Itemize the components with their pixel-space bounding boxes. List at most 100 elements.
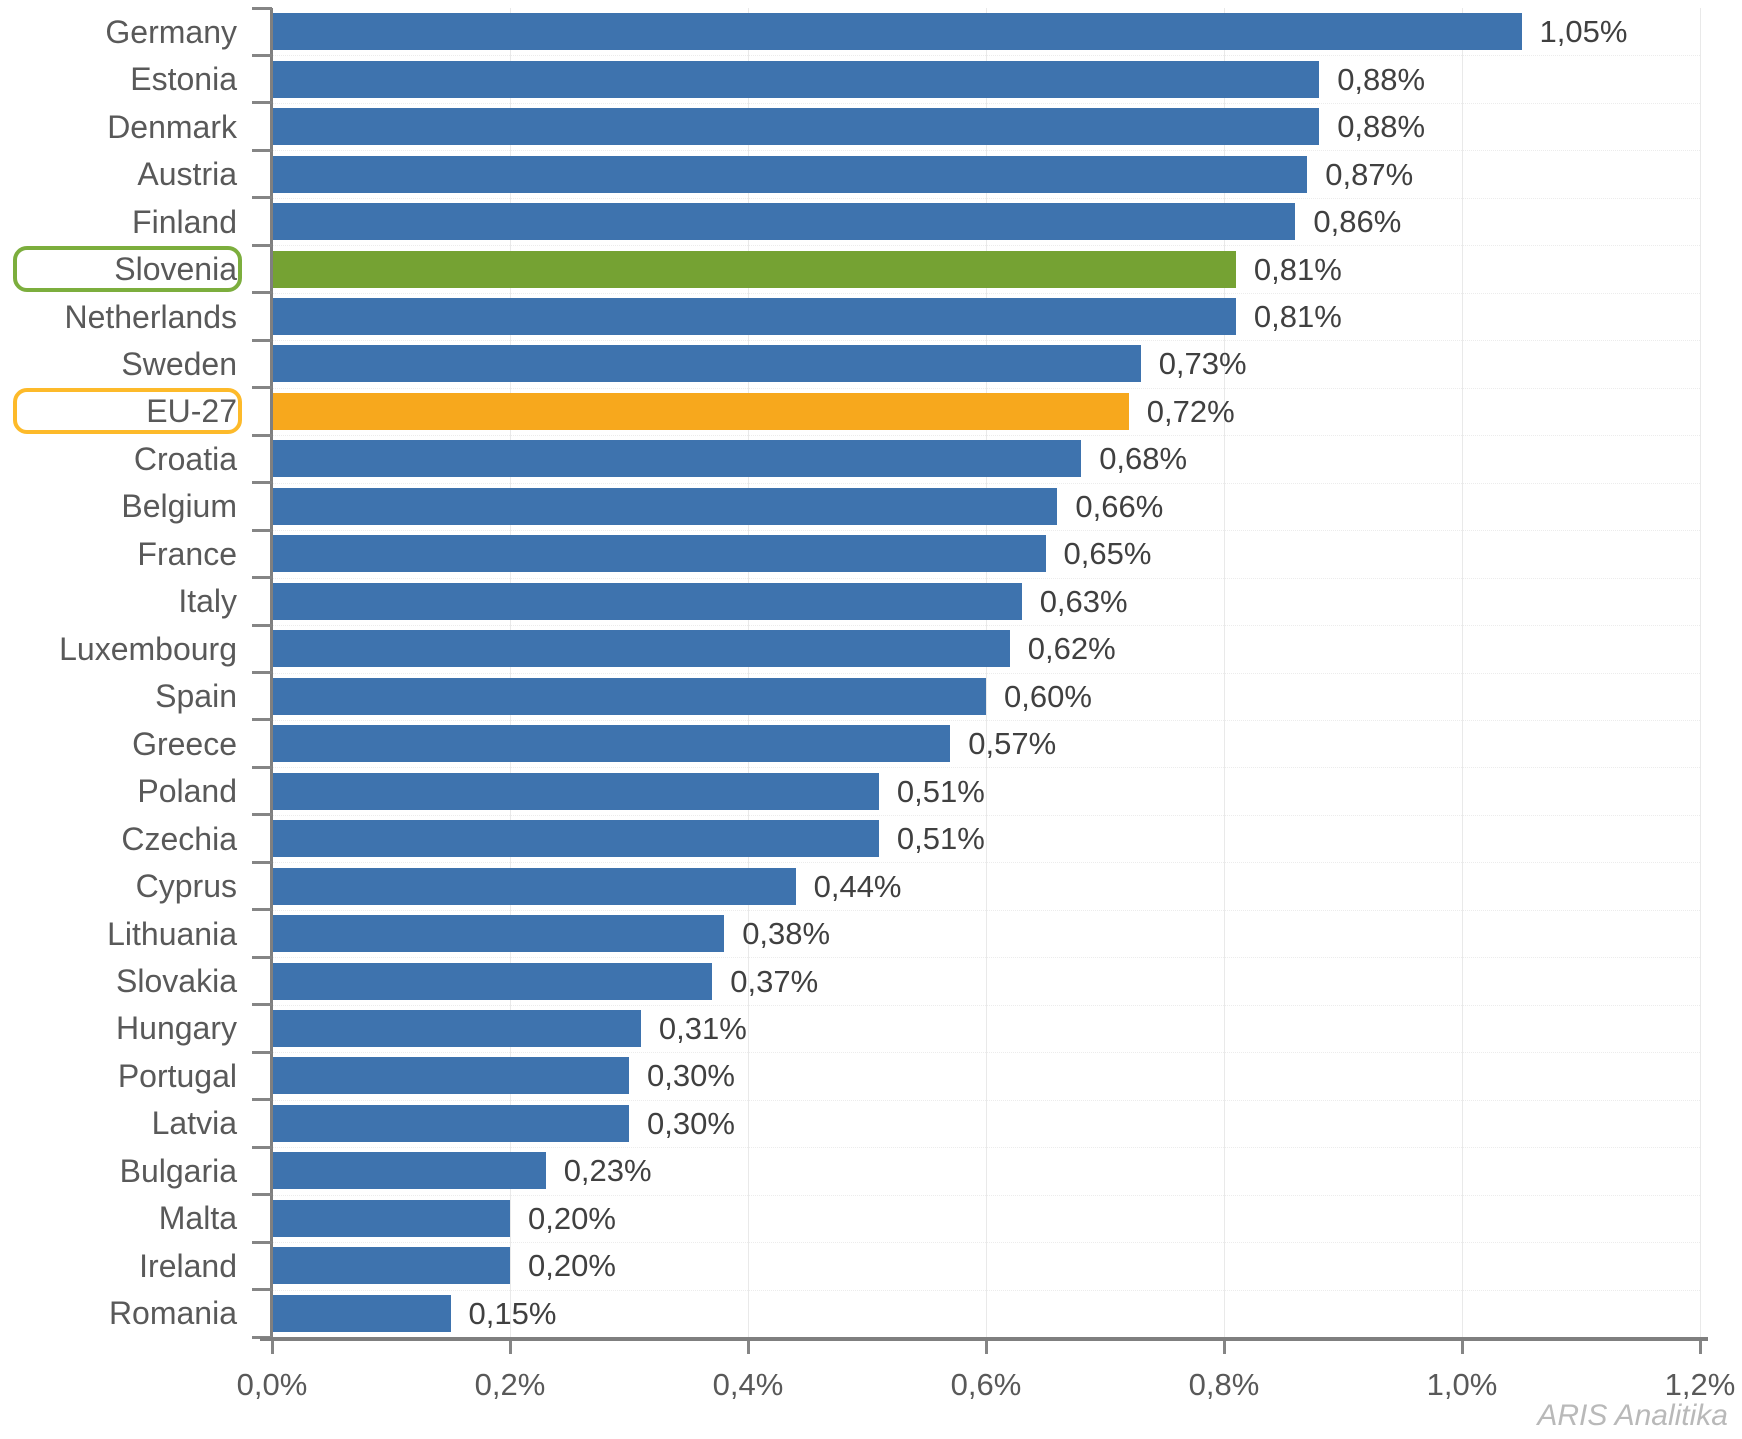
category-label: Cyprus: [135, 868, 237, 905]
bar-croatia: [272, 440, 1082, 478]
x-axis-tick: [270, 1341, 274, 1354]
y-axis-tick: [252, 338, 272, 342]
row-boundary-gridline: [272, 150, 1700, 152]
category-label: Slovenia: [114, 251, 237, 288]
x-axis-tick-label: 0,8%: [1188, 1367, 1260, 1402]
row-boundary-gridline: [272, 1242, 1700, 1244]
bar-value-label: 0,72%: [1146, 393, 1235, 429]
bar-greece: [272, 725, 951, 763]
bar-value-label: 0,73%: [1158, 346, 1247, 382]
x-axis-tick-label: 0,2%: [474, 1367, 546, 1402]
x-axis-tick: [508, 1341, 512, 1354]
category-label: Lithuania: [107, 915, 237, 952]
y-axis-tick: [252, 148, 272, 152]
category-label: EU-27: [146, 393, 237, 430]
x-axis-tick: [1222, 1341, 1226, 1354]
bar-bulgaria: [272, 1152, 546, 1190]
y-axis-tick: [252, 243, 272, 247]
category-label: Sweden: [121, 345, 237, 382]
bar-value-label: 0,66%: [1075, 488, 1164, 524]
bar-value-label: 0,57%: [968, 726, 1057, 762]
bar-value-label: 0,68%: [1099, 441, 1188, 477]
row-boundary-gridline: [272, 767, 1700, 769]
y-axis-tick: [252, 813, 272, 817]
row-boundary-gridline: [272, 957, 1700, 959]
bar-value-label: 0,30%: [647, 1105, 735, 1141]
x-axis-tick: [1460, 1341, 1464, 1354]
y-axis-tick: [252, 53, 272, 57]
x-axis-tick-label: 0,6%: [950, 1367, 1022, 1402]
y-axis-tick: [252, 386, 272, 390]
bar-sweden: [272, 345, 1141, 383]
category-label: Hungary: [116, 1010, 237, 1047]
row-boundary-gridline: [272, 482, 1700, 484]
category-label: Italy: [178, 583, 237, 620]
row-boundary-gridline: [272, 625, 1700, 627]
bar-value-label: 0,81%: [1253, 251, 1342, 287]
bar-ireland: [272, 1247, 510, 1285]
category-label: Portugal: [117, 1057, 237, 1094]
category-label: Romania: [108, 1295, 237, 1332]
category-label: Croatia: [133, 440, 237, 477]
bar-value-label: 0,63%: [1039, 583, 1128, 619]
row-boundary-gridline: [272, 672, 1700, 674]
bar-value-label: 0,88%: [1337, 109, 1426, 145]
y-axis-tick: [252, 101, 272, 105]
bar-lithuania: [272, 915, 725, 953]
category-label: Belgium: [121, 488, 237, 525]
category-label: Denmark: [107, 108, 237, 145]
row-boundary-gridline: [272, 577, 1700, 579]
y-axis-tick: [252, 860, 272, 864]
y-axis-tick: [252, 1240, 272, 1244]
category-label: Germany: [105, 13, 237, 50]
y-axis-tick: [252, 671, 272, 674]
row-boundary-gridline: [272, 387, 1700, 389]
bar-value-label: 0,20%: [528, 1248, 616, 1284]
bar-value-label: 0,20%: [528, 1200, 616, 1236]
bar-eu-27: [272, 392, 1129, 430]
x-axis-tick-label: 1,0%: [1426, 1367, 1498, 1402]
category-label: Greece: [132, 725, 237, 762]
y-axis-tick: [252, 1193, 272, 1197]
y-axis-tick: [252, 528, 272, 532]
bar-value-label: 0,65%: [1063, 536, 1152, 572]
category-label: Latvia: [151, 1105, 237, 1142]
bar-value-label: 1,05%: [1539, 14, 1628, 50]
bar-value-label: 0,81%: [1253, 299, 1342, 335]
row-boundary-gridline: [272, 102, 1700, 104]
category-label-box-eu-27: [13, 388, 242, 435]
bar-value-label: 0,37%: [730, 963, 819, 999]
bar-value-label: 0,38%: [742, 916, 831, 952]
category-label: Bulgaria: [119, 1152, 237, 1189]
row-boundary-gridline: [272, 1194, 1700, 1196]
bar-malta: [272, 1199, 510, 1237]
row-boundary-gridline: [272, 862, 1700, 864]
bar-value-label: 0,44%: [813, 868, 902, 904]
x-axis-tick: [746, 1341, 750, 1354]
y-axis-tick: [252, 481, 272, 485]
row-boundary-gridline: [272, 1289, 1700, 1291]
y-axis-tick: [252, 718, 272, 722]
bar-value-label: 0,88%: [1337, 61, 1426, 97]
bar-value-label: 0,31%: [658, 1010, 747, 1046]
bar-value-label: 0,86%: [1313, 204, 1402, 240]
x-axis-tick-label: 0,4%: [712, 1367, 784, 1402]
category-label: Estonia: [130, 61, 237, 98]
category-label: Malta: [158, 1200, 237, 1237]
bar-value-label: 0,62%: [1027, 631, 1116, 667]
row-boundary-gridline: [272, 1052, 1700, 1054]
y-axis-tick: [252, 1145, 272, 1149]
category-label: France: [137, 535, 237, 572]
bar-italy: [272, 582, 1022, 620]
y-axis-tick: [252, 908, 272, 912]
bar-finland: [272, 203, 1296, 241]
bar-value-label: 0,15%: [468, 1295, 557, 1331]
x-axis-tick: [984, 1341, 988, 1354]
category-label: Poland: [137, 773, 237, 810]
category-label-box-slovenia: [13, 246, 242, 293]
row-boundary-gridline: [272, 909, 1700, 911]
bar-value-label: 0,51%: [896, 821, 985, 857]
bar-germany: [272, 13, 1522, 51]
row-boundary-gridline: [272, 55, 1700, 57]
